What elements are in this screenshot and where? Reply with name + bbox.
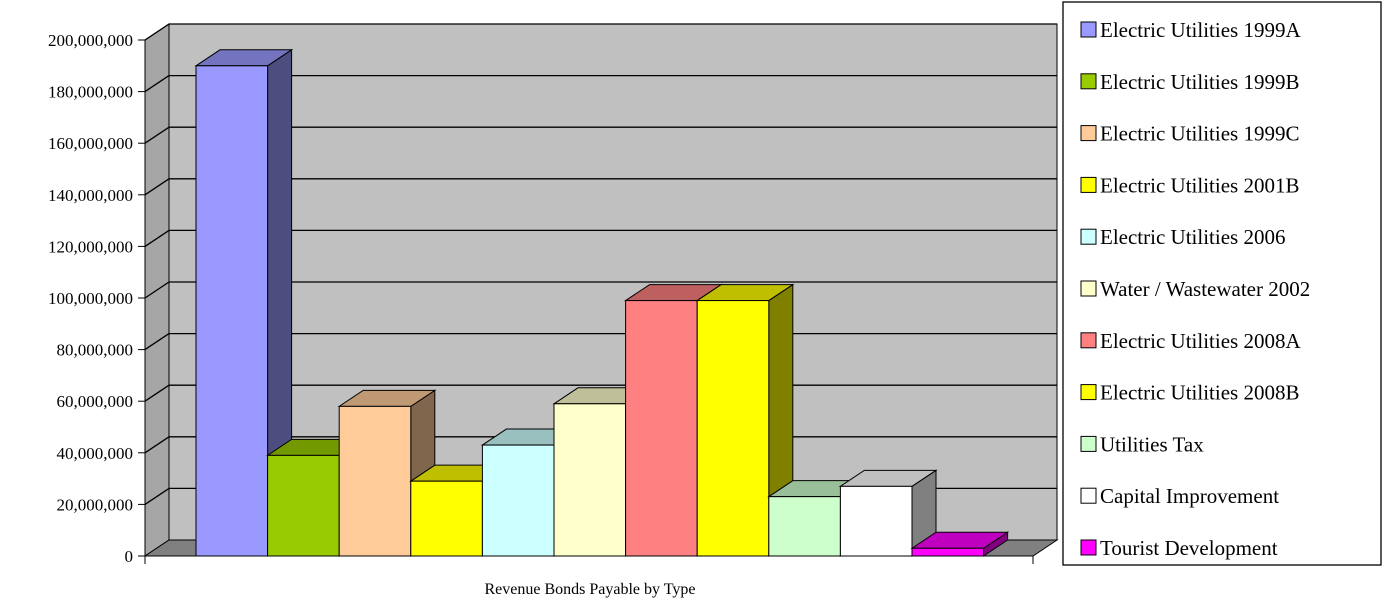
- bar-front: [768, 496, 841, 557]
- legend-swatch: [1080, 280, 1097, 297]
- legend-label: Utilities Tax: [1100, 432, 1204, 456]
- gridlines: [144, 23, 1057, 505]
- legend-label: Tourist Development: [1100, 536, 1278, 560]
- bar-front: [410, 480, 483, 557]
- bar-front: [195, 65, 269, 557]
- y-tick-label: 200,000,000: [48, 31, 133, 50]
- y-tick-label: 120,000,000: [48, 237, 133, 256]
- y-tick-label: 40,000,000: [57, 444, 134, 463]
- legend-swatch: [1080, 21, 1097, 38]
- legend-label: Electric Utilities 1999C: [1100, 122, 1299, 146]
- gridline-side: [144, 487, 170, 505]
- gridline-side: [144, 75, 170, 93]
- legend-label: Electric Utilities 1999B: [1100, 70, 1299, 94]
- legend-swatch: [1080, 73, 1097, 90]
- bar-front: [481, 444, 555, 557]
- gridline-side: [144, 229, 170, 247]
- bars: [194, 48, 1010, 557]
- bar-front: [338, 405, 412, 557]
- y-tick-label: 160,000,000: [48, 134, 133, 153]
- y-tick-label: 0: [125, 547, 134, 566]
- gridline-side: [144, 126, 170, 144]
- legend-swatch: [1080, 125, 1097, 142]
- legend-swatch: [1080, 176, 1097, 193]
- y-axis-ticks: 0 20,000,000 40,000,000 60,000,000 80,000,00…: [48, 31, 145, 566]
- legend-swatch: [1080, 435, 1097, 452]
- legend-swatch: [1080, 539, 1097, 556]
- legend-label: Electric Utilities 1999A: [1100, 18, 1301, 42]
- bar-front: [267, 454, 340, 557]
- gridline-side: [144, 436, 170, 454]
- gridline-side: [144, 23, 170, 41]
- y-tick-label: 60,000,000: [57, 392, 134, 411]
- y-tick-label: 20,000,000: [57, 495, 134, 514]
- legend-label: Electric Utilities 2008B: [1100, 381, 1299, 405]
- legend-swatch: [1080, 384, 1097, 401]
- bar-front: [911, 547, 985, 557]
- gridline-side: [144, 281, 170, 299]
- y-tick-label: 140,000,000: [48, 186, 133, 205]
- legend: Electric Utilities 1999A Electric Utiliti…: [1062, 1, 1382, 566]
- bar-front: [553, 403, 627, 557]
- bar-11: [910, 531, 1010, 557]
- x-axis-label: Revenue Bonds Payable by Type: [485, 581, 696, 598]
- bar-front: [839, 485, 913, 557]
- gridline-side: [144, 178, 170, 196]
- legend-label: Capital Improvement: [1100, 484, 1279, 508]
- gridline-side: [144, 384, 170, 402]
- legend-swatch: [1080, 487, 1097, 504]
- legend-label: Water / Wastewater 2002: [1100, 277, 1310, 301]
- gridline-side: [144, 333, 170, 351]
- legend-label: Electric Utilities 2008A: [1100, 329, 1301, 353]
- bar-front: [625, 300, 698, 557]
- y-tick-label: 80,000,000: [57, 341, 134, 360]
- legend-box: [1062, 1, 1382, 566]
- bar-1: [194, 48, 294, 557]
- y-tick-label: 100,000,000: [48, 289, 133, 308]
- legend-label: Electric Utilities 2001B: [1100, 173, 1299, 197]
- bar-front: [696, 300, 770, 557]
- legend-swatch: [1080, 332, 1097, 349]
- legend-swatch: [1080, 228, 1097, 245]
- legend-label: Electric Utilities 2006: [1100, 225, 1285, 249]
- y-tick-label: 180,000,000: [48, 83, 133, 102]
